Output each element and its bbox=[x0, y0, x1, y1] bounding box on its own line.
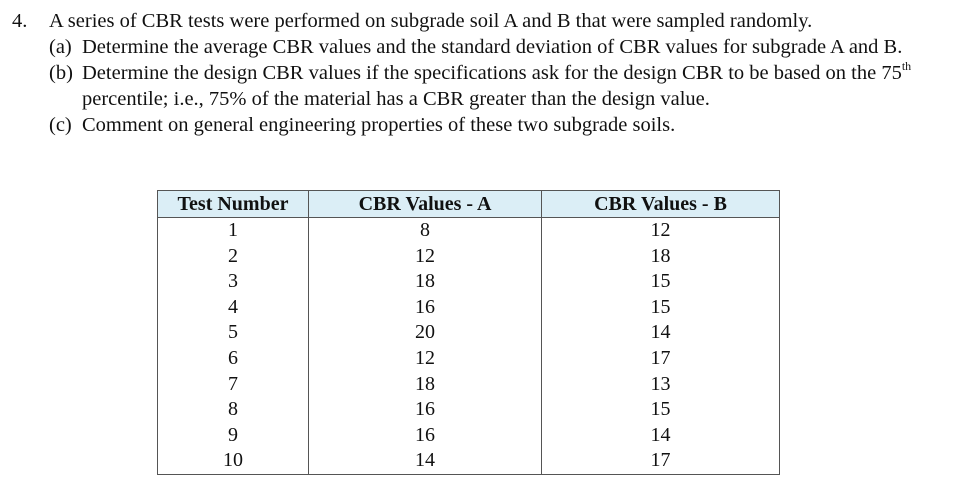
header-test-number: Test Number bbox=[157, 190, 309, 218]
cell-cbr-a: 16 bbox=[308, 294, 542, 321]
table-row: 10 14 17 bbox=[157, 448, 780, 475]
part-c-label: (c) bbox=[49, 114, 72, 136]
part-c: (c) Comment on general engineering prope… bbox=[49, 112, 967, 138]
cell-cbr-b: 18 bbox=[541, 243, 780, 270]
table-row: 3 18 15 bbox=[157, 269, 780, 295]
cell-cbr-a: 14 bbox=[308, 448, 542, 475]
cell-test-number: 2 bbox=[157, 243, 309, 270]
table-body: 1 8 12 2 12 18 3 18 15 4 16 15 5 20 14 6 12 17 7 18 13 8 16 15 9… bbox=[157, 217, 780, 475]
cell-cbr-b: 14 bbox=[541, 320, 780, 346]
cell-test-number: 4 bbox=[157, 294, 309, 321]
cell-cbr-a: 16 bbox=[308, 397, 542, 423]
cell-cbr-a: 18 bbox=[308, 371, 542, 398]
cell-test-number: 8 bbox=[157, 397, 309, 423]
cell-test-number: 10 bbox=[157, 448, 309, 475]
part-c-text: Comment on general engineering propertie… bbox=[82, 114, 676, 136]
cell-cbr-b: 14 bbox=[541, 422, 780, 449]
problem-stem: 4. A series of CBR tests were performed … bbox=[12, 8, 967, 34]
cell-test-number: 1 bbox=[157, 217, 309, 244]
cell-cbr-b: 12 bbox=[541, 217, 780, 244]
cell-test-number: 7 bbox=[157, 371, 309, 398]
cell-test-number: 6 bbox=[157, 345, 309, 372]
header-cbr-b: CBR Values - B bbox=[541, 190, 780, 218]
cell-cbr-b: 15 bbox=[541, 269, 780, 295]
problem-stem-text: A series of CBR tests were performed on … bbox=[49, 10, 813, 32]
cell-test-number: 3 bbox=[157, 269, 309, 295]
table-row: 8 16 15 bbox=[157, 397, 780, 423]
cbr-table: Test Number CBR Values - A CBR Values - … bbox=[157, 190, 780, 475]
part-a-label: (a) bbox=[49, 36, 72, 58]
table-row: 9 16 14 bbox=[157, 422, 780, 449]
cell-cbr-a: 16 bbox=[308, 422, 542, 449]
cell-cbr-b: 15 bbox=[541, 397, 780, 423]
cell-cbr-a: 18 bbox=[308, 269, 542, 295]
cell-test-number: 9 bbox=[157, 422, 309, 449]
table-row: 4 16 15 bbox=[157, 294, 780, 321]
table-row: 6 12 17 bbox=[157, 345, 780, 372]
cell-cbr-a: 12 bbox=[308, 345, 542, 372]
problem-4: 4. A series of CBR tests were performed … bbox=[12, 8, 967, 138]
cell-cbr-a: 12 bbox=[308, 243, 542, 270]
table-row: 5 20 14 bbox=[157, 320, 780, 346]
ordinal-superscript: th bbox=[901, 59, 912, 74]
header-cbr-a: CBR Values - A bbox=[308, 190, 542, 218]
cell-cbr-b: 17 bbox=[541, 448, 780, 475]
cell-cbr-b: 15 bbox=[541, 294, 780, 321]
table-row: 1 8 12 bbox=[157, 217, 780, 244]
cell-cbr-a: 20 bbox=[308, 320, 542, 346]
cell-cbr-a: 8 bbox=[308, 217, 542, 244]
cbr-table-container: Test Number CBR Values - A CBR Values - … bbox=[157, 190, 780, 475]
cell-cbr-b: 17 bbox=[541, 345, 780, 372]
cell-test-number: 5 bbox=[157, 320, 309, 346]
part-b-text-after: percentile; i.e., 75% of the material ha… bbox=[82, 88, 710, 110]
part-a: (a) Determine the average CBR values and… bbox=[49, 34, 967, 60]
part-b-label: (b) bbox=[49, 62, 73, 84]
part-b-text-before: Determine the design CBR values if the s… bbox=[82, 62, 902, 84]
part-b-text: Determine the design CBR values if the s… bbox=[82, 60, 967, 112]
part-b: (b) Determine the design CBR values if t… bbox=[49, 60, 967, 112]
cell-cbr-b: 13 bbox=[541, 371, 780, 398]
table-row: 2 12 18 bbox=[157, 243, 780, 270]
table-row: 7 18 13 bbox=[157, 371, 780, 398]
table-header-row: Test Number CBR Values - A CBR Values - … bbox=[157, 190, 780, 218]
part-a-text: Determine the average CBR values and the… bbox=[82, 36, 903, 58]
problem-number: 4. bbox=[12, 10, 28, 32]
